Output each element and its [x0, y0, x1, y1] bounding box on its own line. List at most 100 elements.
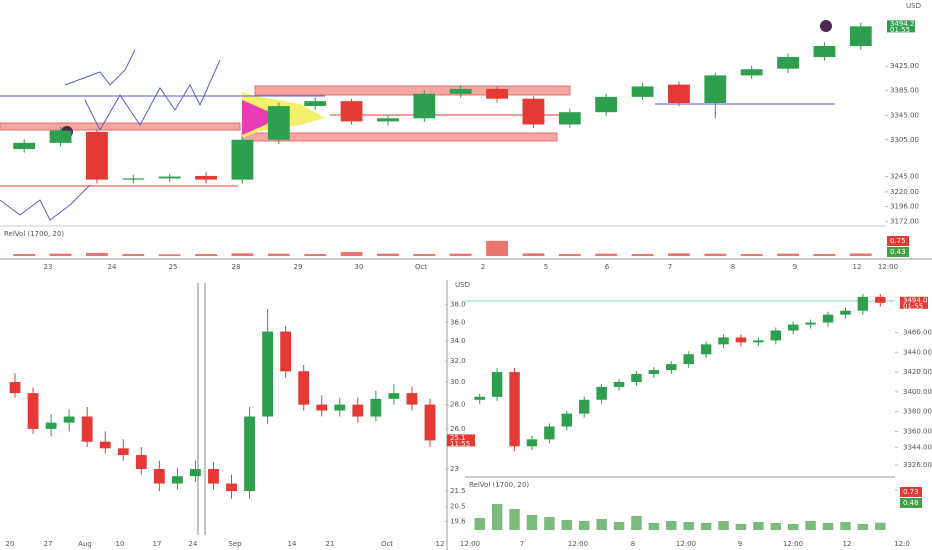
candle-body	[377, 118, 399, 122]
candle-body	[171, 476, 183, 484]
y-tick-label: 3172.00	[890, 217, 919, 225]
candle-body	[474, 396, 485, 400]
relvol-bar	[304, 253, 327, 256]
x-tick-label: 12:0	[894, 540, 910, 548]
projection	[64, 49, 136, 86]
candle-body	[340, 101, 363, 122]
candle-body	[231, 139, 254, 180]
relvol-bar	[718, 521, 729, 530]
relvol-bar	[840, 522, 851, 530]
indicator-last: 0.75	[890, 237, 906, 245]
y-tick-label: 34.0	[450, 337, 466, 345]
x-tick-label: 20	[6, 540, 15, 548]
x-tick-label: 12	[436, 540, 445, 548]
candle-body	[388, 393, 400, 399]
x-tick-label: 17	[153, 540, 162, 548]
candle-body	[491, 372, 503, 397]
relvol-bar	[578, 521, 590, 530]
relvol-bar	[753, 522, 764, 530]
relvol-bar	[704, 253, 727, 256]
y-tick-label: 32.0	[450, 357, 466, 365]
candle-body	[683, 354, 694, 365]
candle-body	[740, 69, 763, 76]
volume-profile	[242, 100, 280, 135]
relvol-bar	[822, 523, 834, 530]
candle-body	[304, 101, 327, 107]
candle-body	[596, 386, 607, 400]
x-tick-label: 10	[116, 540, 125, 548]
relvol-bar	[558, 253, 581, 256]
relvol-bar	[231, 253, 254, 256]
candle-body	[27, 393, 39, 429]
relvol-bar	[49, 253, 72, 256]
relvol-bar	[849, 253, 872, 256]
candle-body	[849, 26, 872, 46]
y-tick-label: 3220.00	[890, 188, 919, 196]
candle-body	[352, 404, 364, 417]
x-tick-label: 24	[108, 263, 117, 271]
candle-body	[668, 84, 690, 103]
x-tick-label: 12:00	[878, 263, 898, 271]
candle-body	[805, 322, 816, 325]
candle-body	[777, 57, 799, 69]
indicator-tag	[900, 498, 922, 508]
y-tick-label: 3380.00	[903, 408, 932, 416]
y-tick-label: 3245.00	[890, 173, 919, 181]
y-tick-label: 3385.00	[890, 87, 919, 95]
candle-body	[544, 426, 555, 440]
relvol-bar	[486, 240, 508, 256]
candle-body	[298, 371, 310, 405]
relvol-bar	[413, 253, 436, 256]
candle-body	[578, 399, 590, 414]
candle-body	[244, 416, 255, 492]
candle-body	[875, 296, 886, 303]
candle-body	[49, 130, 72, 143]
candle-body	[13, 142, 36, 149]
y-tick-label: 3326.00	[903, 461, 932, 469]
x-tick-label: 28	[232, 263, 241, 271]
candle-body	[704, 75, 727, 103]
candle-body	[413, 93, 436, 119]
y-tick-label: 36.0	[450, 318, 466, 326]
candle-body	[613, 381, 625, 387]
x-tick-label: Sep	[228, 540, 242, 548]
indicator-tag	[887, 247, 909, 257]
relvol-bar	[777, 253, 799, 256]
x-tick-label: 8	[631, 540, 635, 548]
candle-body	[840, 310, 851, 315]
x-tick-label: 12:00	[783, 540, 803, 548]
candle-body	[735, 337, 747, 343]
last-price-tag	[900, 296, 928, 309]
y-tick-label: 3344.00	[903, 443, 932, 451]
candle-body	[595, 96, 618, 113]
y-tick-label: 3420.00	[903, 368, 932, 376]
x-tick-label: 9	[793, 263, 797, 271]
x-tick-label: 21	[326, 540, 335, 548]
candle-body	[117, 448, 129, 456]
relvol-bar	[449, 253, 472, 256]
candle-body	[666, 364, 677, 371]
x-tick-label: 12	[843, 540, 852, 548]
candle-body	[509, 372, 520, 447]
y-tick-label: 28.0	[450, 401, 466, 409]
candle-body	[334, 404, 346, 411]
candle-body	[267, 106, 290, 140]
x-tick-label: 25	[169, 263, 178, 271]
relvol-bar	[668, 253, 690, 256]
currency-label: USD	[906, 2, 921, 10]
last-time: 01:55	[903, 302, 923, 310]
y-tick-label: 3460.00	[903, 328, 932, 336]
relvol-bar	[474, 518, 485, 530]
candle-body	[561, 413, 573, 427]
y-tick-label: 3400.00	[903, 388, 932, 396]
relvol-bar	[735, 524, 747, 530]
indicator-tag	[887, 236, 909, 246]
candle-body	[195, 175, 217, 180]
relvol-bar	[666, 521, 677, 530]
last-price: 25.1	[450, 434, 466, 442]
x-tick-label: Oct	[415, 263, 427, 271]
candle-body	[631, 86, 654, 97]
relvol-bar	[813, 253, 836, 256]
indicator-last: 0.73	[903, 488, 919, 496]
candle-body	[700, 344, 712, 355]
